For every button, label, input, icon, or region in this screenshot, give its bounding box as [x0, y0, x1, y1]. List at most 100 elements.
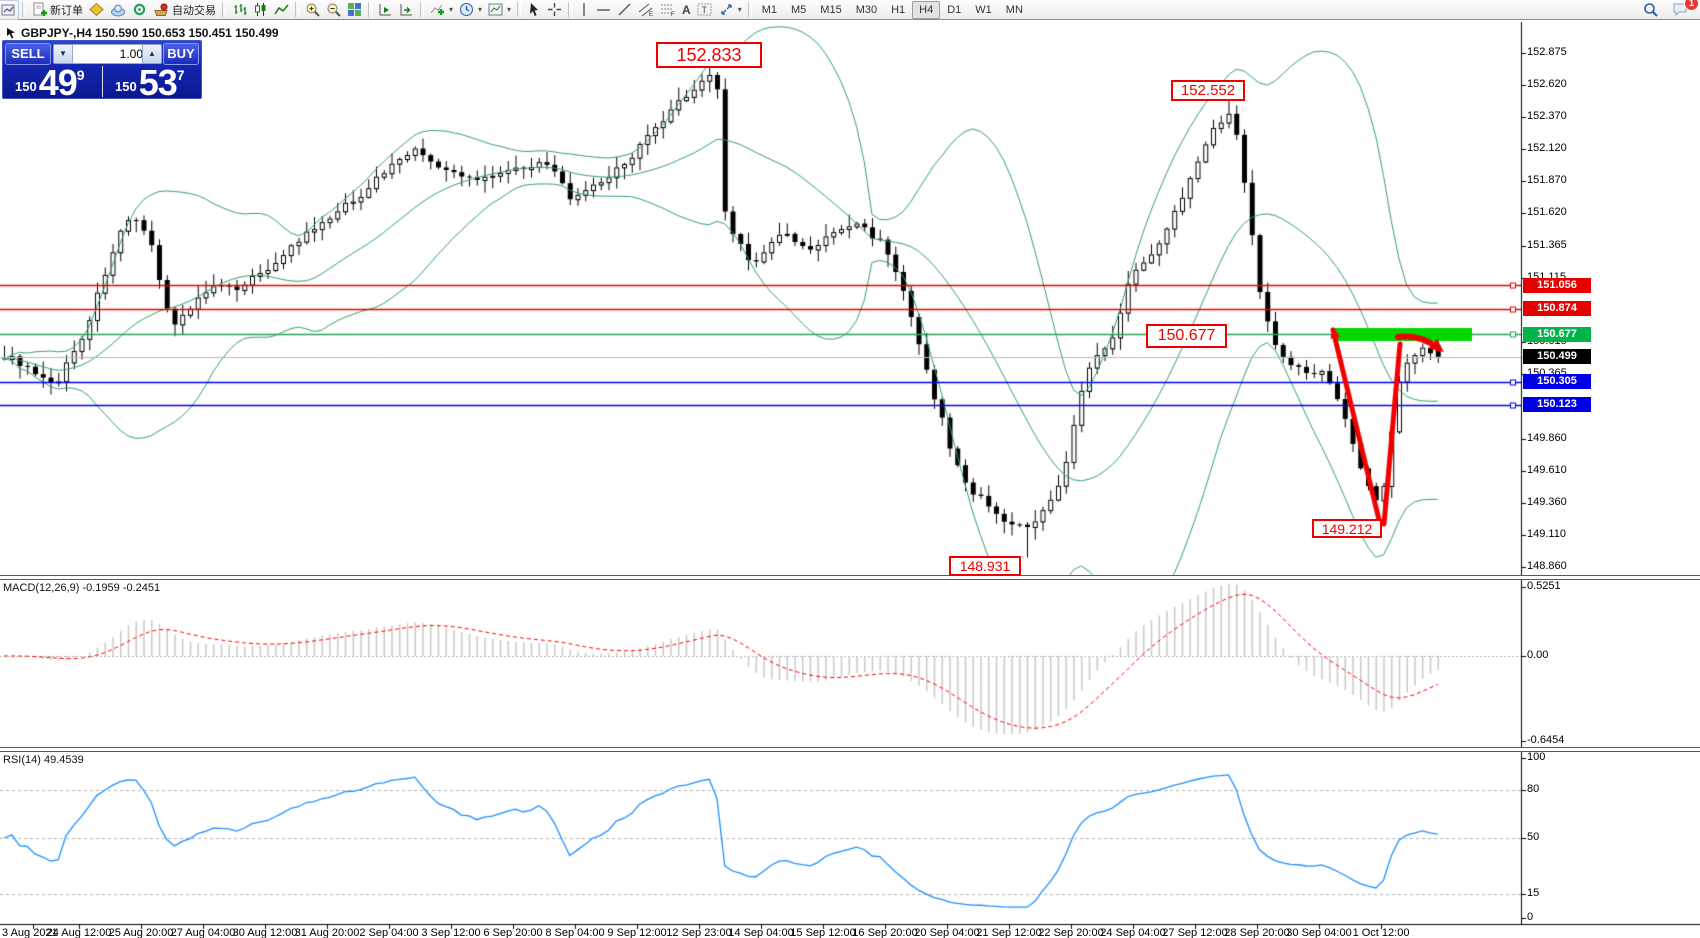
autotrading-button[interactable]: 自动交易 [150, 1, 219, 19]
price-level-badge: 150.123 [1523, 397, 1591, 413]
buy-price-prefix: 150 [115, 79, 137, 94]
notifications-icon[interactable] [129, 1, 150, 19]
chat-icon[interactable]: 1 [1669, 0, 1699, 19]
search-icon[interactable] [1640, 1, 1661, 19]
price-annotation-label[interactable]: 149.212 [1312, 519, 1382, 538]
crosshair-icon[interactable] [544, 1, 565, 19]
chart-cursor-icon [7, 28, 15, 39]
timeframe-M5[interactable]: M5 [791, 3, 807, 16]
time-tick-label: 30 Aug 12:00 [232, 927, 298, 938]
toolbar: 新订单 自动交易 ▾ ▾ ▾ [0, 0, 1700, 20]
price-tick-label: 152.875 [1527, 45, 1567, 58]
autotrading-icon [154, 3, 168, 16]
rsi-tick-label: 15 [1527, 887, 1540, 899]
sell-price-display[interactable]: 150 49 9 [3, 65, 100, 101]
bar-chart-mode-icon[interactable] [229, 1, 250, 19]
buy-price-pip: 7 [176, 67, 185, 83]
indicators-icon[interactable]: ▾ [427, 1, 456, 19]
price-annotation-label[interactable]: 150.677 [1146, 324, 1227, 348]
time-tick-label: 31 Aug 20:00 [294, 927, 360, 938]
arrows-icon[interactable]: ▾ [716, 1, 745, 19]
rsi-tick-label: 80 [1527, 783, 1540, 795]
tile-windows-icon[interactable] [344, 1, 365, 19]
sell-price-prefix: 150 [15, 79, 37, 94]
symbol-ohlc-text: GBPJPY-,H4 150.590 150.653 150.451 150.4… [21, 26, 279, 40]
price-tick-label: 152.120 [1527, 142, 1567, 155]
timeframe-M15[interactable]: M15 [820, 3, 842, 16]
sell-button[interactable]: SELL [5, 43, 51, 65]
timeframe-H1[interactable]: H1 [891, 3, 906, 16]
zoom-out-icon[interactable] [323, 1, 344, 19]
equidistant-channel-icon[interactable]: E [635, 1, 657, 19]
one-click-trading-panel: SELL ▼ ▲ BUY 150 49 9 150 53 7 [2, 40, 202, 101]
macd-tick-label: -0.6454 [1527, 733, 1565, 746]
templates-icon[interactable]: ▾ [485, 1, 514, 19]
time-tick-label: 3 Sep 12:00 [421, 927, 481, 938]
time-tick-label: 1 Oct 12:00 [1352, 927, 1410, 938]
volume-increase-button[interactable]: ▲ [142, 44, 162, 64]
timeframe-group: M1 M5 M15 M30 H1 H4 D1 W1 MN [755, 0, 1030, 19]
buy-price-display[interactable]: 150 53 7 [102, 65, 200, 101]
price-level-badge: 150.305 [1523, 374, 1591, 390]
price-tick-label: 152.620 [1527, 78, 1567, 91]
panel-resize-separator[interactable] [0, 747, 1700, 752]
svg-text:T: T [701, 5, 707, 15]
trendline-icon[interactable] [614, 1, 635, 19]
line-chart-mode-icon[interactable] [271, 1, 292, 19]
text-label-icon[interactable]: T [694, 1, 716, 19]
periods-icon[interactable]: ▾ [456, 1, 485, 19]
price-tick-label: 152.370 [1527, 110, 1567, 123]
time-tick-label: 16 Sep 20:00 [852, 927, 918, 938]
timeframe-W1[interactable]: W1 [975, 3, 992, 16]
horizontal-line-icon[interactable] [593, 1, 614, 19]
caret-icon: ▾ [737, 5, 742, 14]
price-level-badge: 150.499 [1523, 349, 1591, 365]
separator [295, 2, 299, 17]
autoscroll-icon[interactable] [375, 1, 396, 19]
chart-shift-icon[interactable] [396, 1, 417, 19]
vertical-line-icon[interactable] [575, 1, 593, 19]
timeframe-MN[interactable]: MN [1005, 3, 1023, 16]
panel-resize-separator[interactable] [0, 575, 1700, 580]
separator [517, 2, 522, 17]
zoom-in-icon[interactable] [302, 1, 323, 19]
fibonacci-icon[interactable]: F [657, 1, 679, 19]
macd-tick-label: 0.5251 [1527, 580, 1561, 593]
caret-icon: ▾ [507, 5, 512, 14]
volume-decrease-button[interactable]: ▼ [53, 44, 73, 64]
notification-badge: 1 [1684, 0, 1699, 11]
buy-button[interactable]: BUY [163, 43, 199, 65]
time-tick-label: 2 Sep 04:00 [359, 927, 419, 938]
timeframe-D1[interactable]: D1 [947, 3, 962, 16]
options-icon[interactable] [107, 1, 129, 19]
separator [568, 2, 573, 17]
new-order-label: 新订单 [50, 4, 83, 17]
rsi-tick-label: 50 [1527, 831, 1540, 843]
price-tick-label: 151.365 [1527, 238, 1567, 251]
chart-window-icon[interactable] [0, 0, 19, 20]
separator [222, 2, 226, 17]
new-order-button[interactable]: 新订单 [29, 1, 86, 19]
caret-icon: ▾ [449, 5, 454, 14]
svg-text:F: F [671, 12, 675, 17]
time-tick-label: 22 Sep 20:00 [1038, 927, 1104, 938]
price-tick-label: 151.620 [1527, 206, 1567, 219]
cursor-icon[interactable] [524, 1, 544, 19]
volume-input[interactable] [72, 44, 148, 64]
separator [747, 2, 752, 17]
candlestick-mode-icon[interactable] [250, 1, 271, 19]
metaeditor-icon[interactable] [86, 1, 107, 19]
macd-label: MACD(12,26,9) -0.1959 -0.2451 [3, 582, 161, 594]
price-level-badge: 150.677 [1523, 326, 1591, 342]
text-icon[interactable]: A [682, 2, 691, 17]
sell-price-pip: 9 [76, 67, 85, 83]
price-annotation-label[interactable]: 152.552 [1171, 80, 1245, 101]
price-tick-label: 149.110 [1527, 527, 1566, 540]
price-annotation-label[interactable]: 148.931 [949, 556, 1021, 576]
timeframe-M30[interactable]: M30 [855, 3, 878, 16]
timeframe-M1[interactable]: M1 [761, 3, 778, 16]
price-annotation-label[interactable]: 152.833 [656, 42, 762, 68]
timeframe-H4[interactable]: H4 [912, 0, 941, 19]
